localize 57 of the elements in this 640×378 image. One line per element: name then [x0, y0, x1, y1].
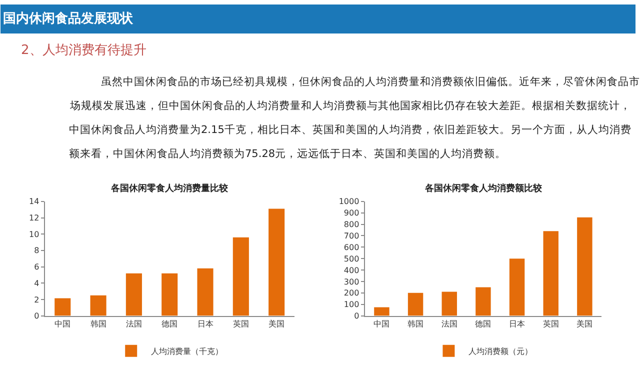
- x-tick-label: 中国: [54, 319, 71, 328]
- bar: [476, 287, 491, 316]
- y-tick-label: 2: [34, 295, 40, 304]
- x-tick-label: 德国: [162, 319, 178, 328]
- y-tick-label: 400: [344, 266, 360, 275]
- chart-title: 各国休闲零食人均消费额比较: [424, 183, 543, 194]
- bar: [408, 292, 424, 316]
- y-tick-label: 500: [344, 254, 360, 264]
- y-tick-label: 300: [344, 277, 360, 286]
- y-tick-label: 1000: [338, 197, 360, 206]
- y-tick-label: 14: [29, 197, 40, 206]
- bar: [162, 273, 178, 316]
- x-tick-label: 法国: [126, 319, 142, 328]
- x-tick-label: 日本: [509, 319, 526, 328]
- bar: [54, 298, 71, 316]
- bar: [268, 208, 285, 316]
- y-tick-label: 800: [344, 220, 360, 230]
- y-tick-label: 200: [344, 288, 360, 298]
- x-tick-label: 德国: [475, 319, 492, 328]
- legend-label: 人均消费额（元）: [468, 346, 533, 356]
- text: 2、人均消费有待提升: [21, 43, 146, 58]
- x-tick-label: 美国: [268, 319, 285, 328]
- bar: [232, 237, 249, 316]
- x-tick-label: 法国: [441, 319, 458, 328]
- y-tick-label: 900: [344, 208, 360, 218]
- x-tick-label: 英国: [232, 319, 249, 328]
- x-tick-label: 韩国: [90, 319, 106, 328]
- bar: [197, 268, 214, 316]
- x-tick-label: 美国: [576, 319, 593, 328]
- text: 国内休闲食品发展现状: [3, 12, 134, 26]
- bar: [90, 295, 106, 316]
- bar: [442, 292, 457, 316]
- bar: [577, 217, 592, 316]
- x-tick-label: 日本: [197, 319, 214, 328]
- y-tick-label: 0: [354, 312, 360, 321]
- y-tick-label: 8: [34, 246, 40, 256]
- x-tick-label: 中国: [374, 319, 390, 328]
- y-tick-label: 4: [34, 278, 40, 288]
- y-tick-label: 600: [344, 242, 360, 252]
- y-tick-label: 100: [344, 300, 360, 310]
- y-tick-label: 12: [29, 214, 40, 223]
- y-tick-label: 6: [34, 262, 40, 272]
- x-tick-label: 韩国: [408, 319, 424, 328]
- bar: [374, 307, 390, 316]
- chart-title: 各国休闲零食人均消费量比较: [110, 183, 229, 194]
- bar: [509, 258, 525, 316]
- bar: [126, 273, 142, 316]
- y-tick-label: 0: [34, 312, 40, 321]
- text: 中国休闲食品人均消费量为2.15千克，相比日本、英国和美国的人均消费，依旧差距较大。另一个方面，从人均消费: [69, 123, 632, 136]
- text: 场规模发展迅速，但中国休闲食品的人均消费量和人均消费额与其他国家相比仍存在较大差距。根据相关数据统计，: [69, 99, 631, 112]
- x-tick-label: 英国: [542, 319, 559, 328]
- y-tick-label: 10: [29, 230, 40, 239]
- y-tick-label: 700: [344, 232, 360, 241]
- bar: [543, 231, 558, 316]
- text: 虽然中国休闲食品的市场已经初具规模，但休闲食品的人均消费量和消费额依旧偏低。近年来，尽管休闲食品市: [101, 75, 640, 88]
- text: 额来看，中国休闲食品人均消费额为75.28元，远远低于日本、英国和美国的人均消费额。: [69, 147, 506, 160]
- legend-label: 人均消费量（千克）: [151, 346, 224, 356]
